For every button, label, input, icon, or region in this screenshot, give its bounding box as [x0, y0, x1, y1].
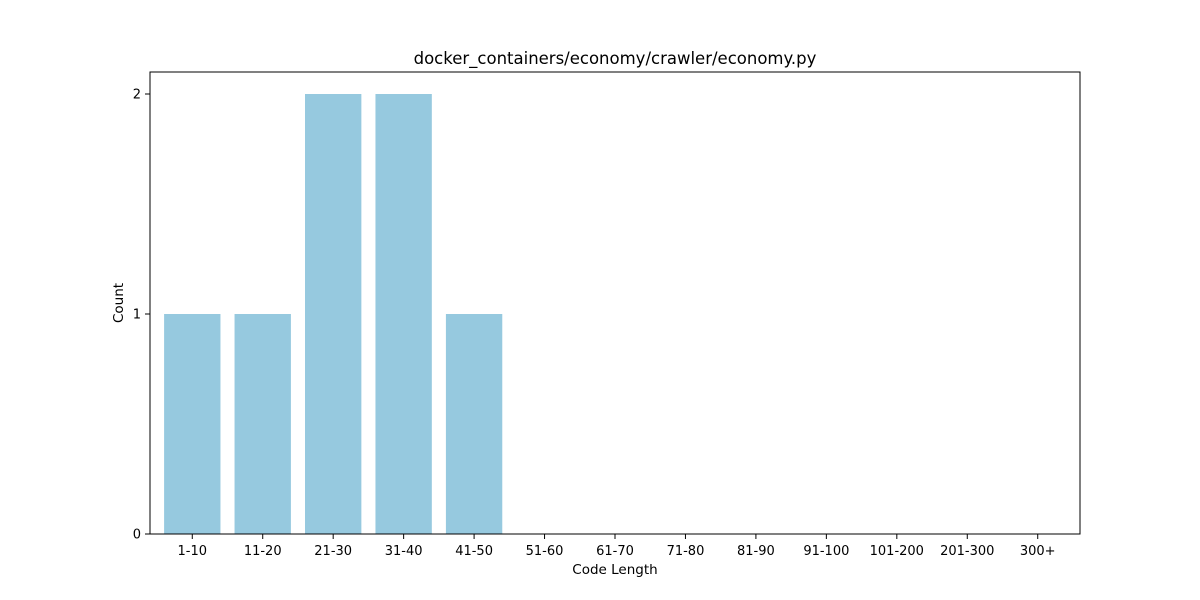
bar-21-30 — [305, 94, 362, 534]
x-tick-label: 31-40 — [385, 544, 423, 559]
x-tick-label: 71-80 — [667, 544, 705, 559]
x-axis: 1-10 11-20 21-30 31-40 41-50 51-60 61-70 71-80 8… — [178, 534, 1056, 559]
x-tick-label: 51-60 — [526, 544, 564, 559]
x-axis-label: Code Length — [572, 562, 657, 578]
x-tick-label: 91-100 — [803, 544, 849, 559]
x-tick-label: 101-200 — [870, 544, 924, 559]
x-tick-label: 201-300 — [940, 544, 994, 559]
chart-title: docker_containers/economy/crawler/econom… — [414, 49, 817, 69]
bar-11-20 — [234, 314, 291, 534]
x-tick-label: 1-10 — [178, 544, 208, 559]
y-tick-label: 0 — [133, 528, 141, 543]
x-tick-label: 61-70 — [596, 544, 634, 559]
bars-group — [164, 94, 503, 534]
y-axis: 0 1 2 — [133, 88, 150, 543]
x-tick-label: 300+ — [1020, 544, 1056, 559]
bar-31-40 — [375, 94, 432, 534]
x-tick-label: 11-20 — [244, 544, 282, 559]
x-tick-label: 21-30 — [314, 544, 352, 559]
x-tick-label: 41-50 — [455, 544, 493, 559]
y-tick-label: 2 — [133, 88, 141, 103]
bar-1-10 — [164, 314, 221, 534]
bar-41-50 — [445, 314, 503, 534]
x-tick-label: 81-90 — [737, 544, 775, 559]
y-tick-label: 1 — [133, 308, 141, 323]
y-axis-label: Count — [111, 283, 127, 323]
